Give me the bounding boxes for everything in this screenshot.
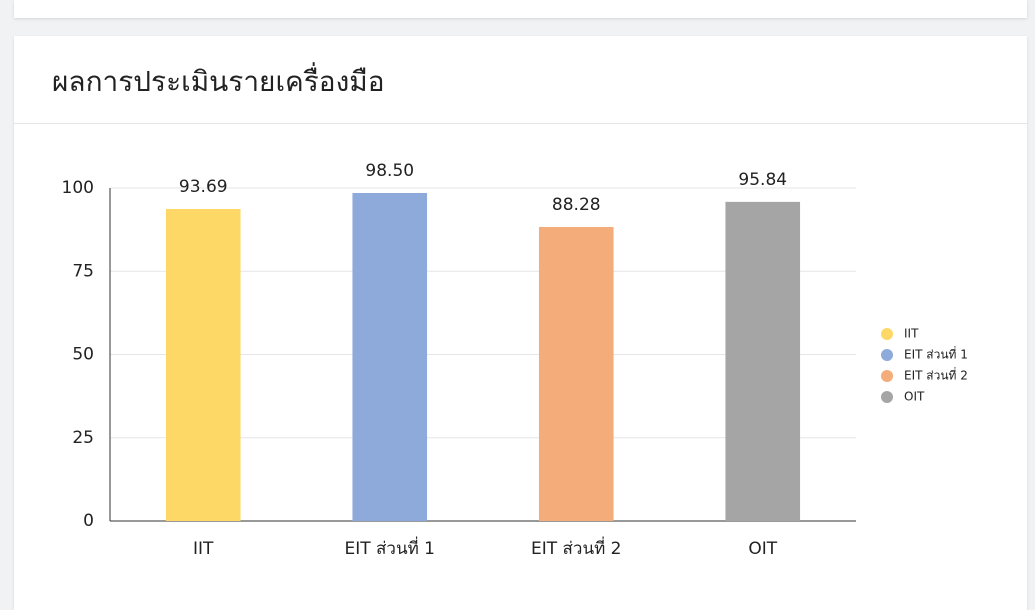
value-label: 98.50 [365,161,414,181]
bar [725,201,801,522]
value-label: 93.69 [179,177,228,197]
value-label: 95.84 [738,170,787,190]
y-tick-label: 25 [72,428,94,448]
legend-label: EIT ส่วนที่ 1 [904,346,968,362]
x-tick-label: OIT [748,539,777,559]
legend-swatch [881,391,893,403]
bar [538,227,614,522]
y-tick-label: 75 [72,261,94,281]
legend-swatch [881,370,893,382]
y-tick-label: 0 [83,511,94,531]
legend-label: EIT ส่วนที่ 2 [904,367,968,383]
x-tick-label: EIT ส่วนที่ 1 [344,536,435,559]
y-tick-label: 100 [62,178,94,198]
legend-swatch [881,328,893,340]
legend-label: OIT [904,390,925,404]
bar [352,192,428,521]
card-header: ผลการประเมินรายเครื่องมือ [14,36,1027,124]
value-label: 88.28 [552,195,601,215]
y-tick-label: 50 [72,345,94,365]
chart-title: ผลการประเมินรายเครื่องมือ [52,65,385,98]
x-tick-label: IIT [193,539,214,559]
legend-swatch [881,349,893,361]
legend-label: IIT [904,327,919,341]
top-card [14,0,1027,18]
x-tick-label: EIT ส่วนที่ 2 [531,536,622,559]
bar [165,209,241,521]
